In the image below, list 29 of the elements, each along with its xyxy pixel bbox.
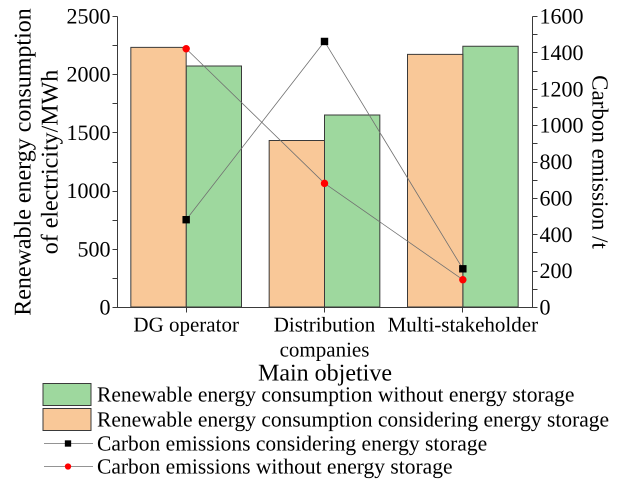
y2-tick-label: 0: [540, 294, 550, 320]
legend-label: Carbon emissions without energy storage: [97, 454, 452, 478]
y2-tick-label: 200: [540, 258, 572, 284]
point: [182, 216, 190, 224]
y2-tick-label: 1600: [540, 4, 584, 28]
y2-tick-label: 1400: [540, 40, 584, 65]
y-tick-label: 2000: [66, 62, 110, 87]
x-tick-label: Distribution companies: [274, 312, 376, 362]
y-tick-label: 1500: [66, 120, 110, 145]
x-tick-label: Multi-stakeholder: [388, 312, 538, 336]
point: [182, 45, 190, 52]
y2-tick-label: 1000: [540, 112, 584, 138]
legend-label: Carbon emissions considering energy storage: [97, 432, 488, 456]
y-tick-label: 1000: [66, 178, 110, 204]
legend-label: Renewable energy consumption considering energy storage: [97, 408, 610, 432]
point: [320, 180, 328, 188]
point: [459, 265, 467, 273]
y-axis-title: Renewable energy consumption of electricity/MWh: [10, 8, 64, 316]
y-tick-label: 500: [78, 236, 110, 262]
y2-axis-title: Carbon emission /t: [588, 75, 612, 250]
point: [459, 276, 467, 284]
x-tick-label: DG operator: [133, 312, 239, 336]
x-axis-title: Main objetive: [258, 360, 392, 386]
y2-tick-label: 800: [540, 149, 572, 174]
y2-tick-label: 400: [540, 222, 572, 247]
y-tick-label: 0: [100, 294, 110, 320]
y2-tick-label: 600: [540, 185, 572, 210]
y-tick-label: 2500: [66, 4, 110, 28]
y2-tick-label: 1200: [540, 76, 584, 102]
